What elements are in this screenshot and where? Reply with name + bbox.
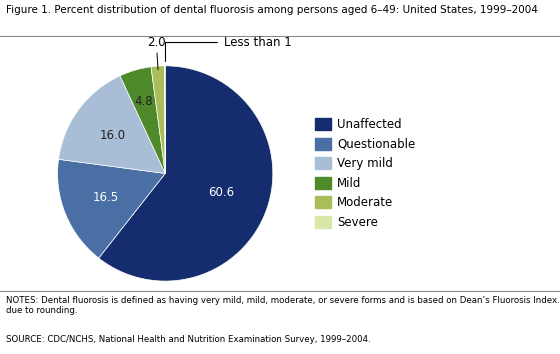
Text: Less than 1: Less than 1 bbox=[225, 36, 292, 48]
Wedge shape bbox=[99, 66, 273, 281]
Text: 2.0: 2.0 bbox=[148, 36, 166, 49]
Wedge shape bbox=[58, 76, 165, 173]
Wedge shape bbox=[120, 67, 165, 173]
Text: Figure 1. Percent distribution of dental fluorosis among persons aged 6–49: Unit: Figure 1. Percent distribution of dental… bbox=[6, 5, 538, 15]
Legend: Unaffected, Questionable, Very mild, Mild, Moderate, Severe: Unaffected, Questionable, Very mild, Mil… bbox=[311, 115, 419, 232]
Text: 16.5: 16.5 bbox=[92, 191, 119, 204]
Wedge shape bbox=[151, 66, 165, 173]
Wedge shape bbox=[58, 159, 165, 258]
Text: NOTES: Dental fluorosis is defined as having very mild, mild, moderate, or sever: NOTES: Dental fluorosis is defined as ha… bbox=[6, 296, 560, 315]
Text: 60.6: 60.6 bbox=[208, 186, 234, 199]
Text: SOURCE: CDC/NCHS, National Health and Nutrition Examination Survey, 1999–2004.: SOURCE: CDC/NCHS, National Health and Nu… bbox=[6, 335, 370, 343]
Text: 4.8: 4.8 bbox=[135, 95, 153, 108]
Text: 16.0: 16.0 bbox=[100, 129, 126, 142]
